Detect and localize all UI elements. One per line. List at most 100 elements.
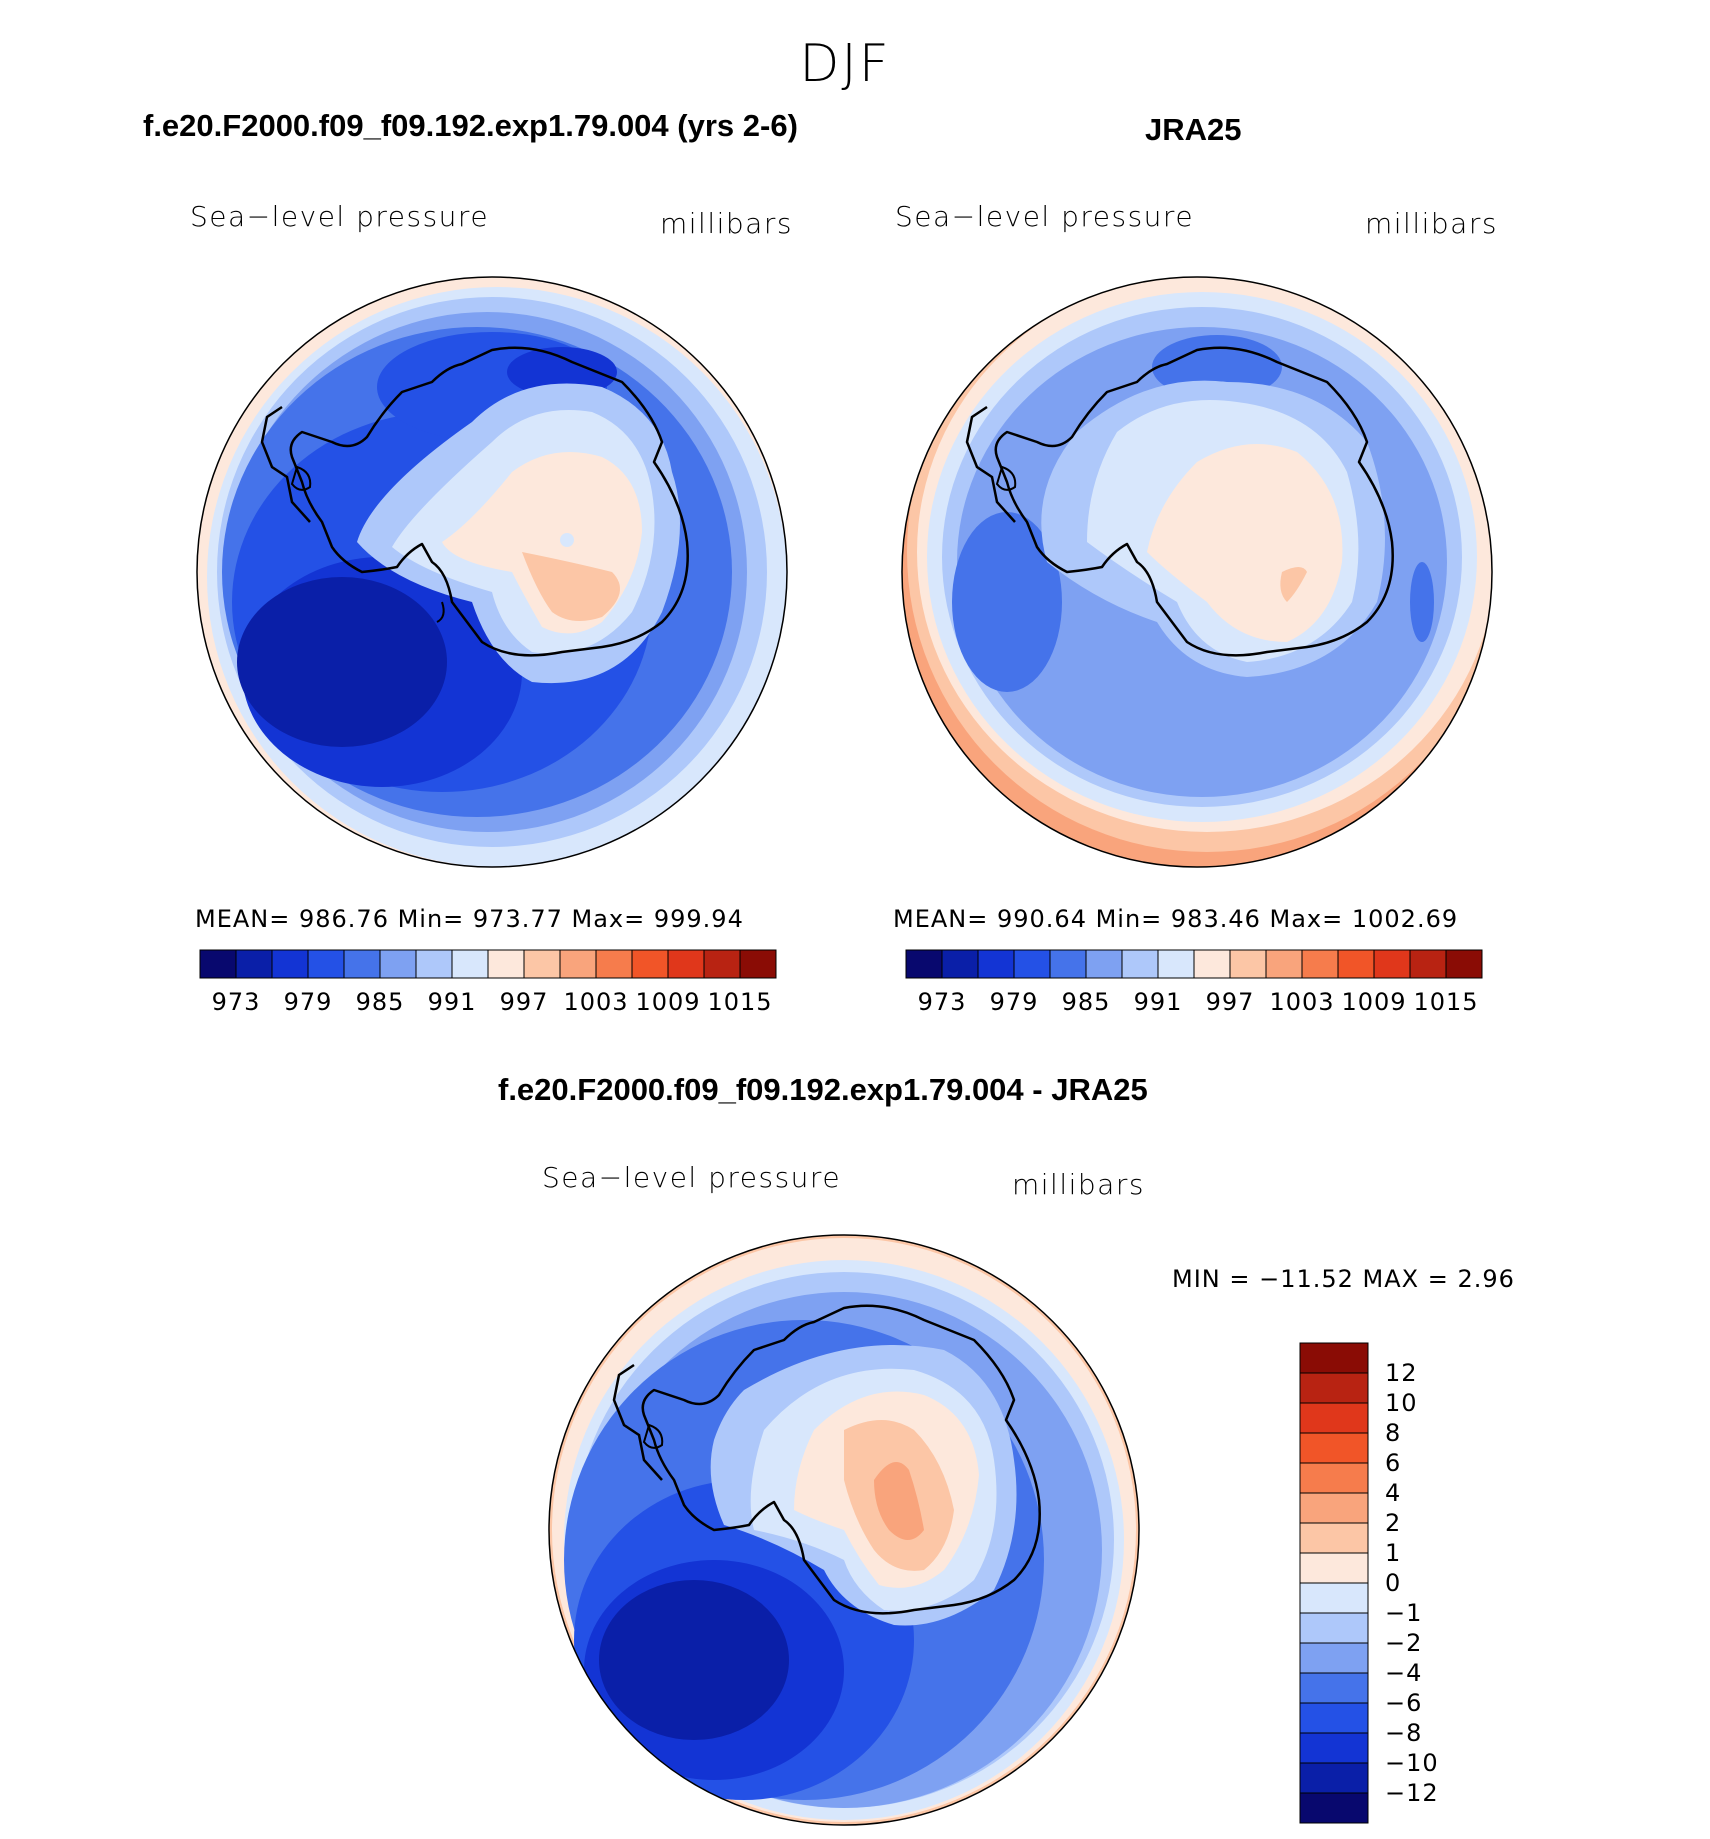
colorbar-box	[941, 949, 979, 979]
colorbar-tick-label: 4	[1385, 1479, 1402, 1507]
colorbar-box	[667, 949, 705, 979]
panel1-variable-label: Sea−level pressure	[190, 200, 490, 233]
colorbar-box	[1299, 1582, 1369, 1614]
panel1-units-label: millibars	[660, 207, 793, 240]
colorbar-box	[1301, 949, 1339, 979]
colorbar-box	[451, 949, 489, 979]
colorbar-box	[199, 949, 237, 979]
colorbar-tick-label: −1	[1385, 1599, 1423, 1627]
panel1-stats: MEAN= 986.76 Min= 973.77 Max= 999.94	[195, 905, 744, 933]
colorbar-box	[1299, 1432, 1369, 1464]
colorbar-box	[1265, 949, 1303, 979]
panel1-map	[196, 276, 788, 868]
colorbar-tick-label: −6	[1385, 1689, 1423, 1717]
panel3-ticks: 12 10 8 6 4 2 1 0 −1 −2 −4 −6 −8 −10 −12	[1385, 1343, 1465, 1823]
colorbar-box	[1299, 1672, 1369, 1704]
colorbar-tick-label: 8	[1385, 1419, 1402, 1447]
colorbar-tick-label: 973	[211, 988, 261, 1016]
colorbar-box	[1299, 1642, 1369, 1674]
panel2-variable-label: Sea−level pressure	[895, 200, 1195, 233]
colorbar-box	[379, 949, 417, 979]
colorbar-tick-label: −2	[1385, 1629, 1423, 1657]
colorbar-tick-label: 979	[283, 988, 333, 1016]
colorbar-box	[559, 949, 597, 979]
colorbar-box	[1299, 1522, 1369, 1554]
colorbar-tick-label: 1003	[1269, 988, 1335, 1016]
panel1-colorbar	[199, 949, 777, 979]
panel3-title: f.e20.F2000.f09_f09.192.exp1.79.004 - JR…	[498, 1072, 1148, 1107]
colorbar-tick-label: 973	[917, 988, 967, 1016]
colorbar-box	[1299, 1702, 1369, 1734]
panel2-units-label: millibars	[1365, 207, 1498, 240]
colorbar-tick-label: −8	[1385, 1719, 1423, 1747]
colorbar-tick-label: 985	[355, 988, 405, 1016]
panel2-colorbar	[905, 949, 1483, 979]
colorbar-tick-label: 979	[989, 988, 1039, 1016]
colorbar-box	[1193, 949, 1231, 979]
colorbar-box	[1299, 1792, 1369, 1824]
colorbar-box	[343, 949, 381, 979]
colorbar-tick-label: 2	[1385, 1509, 1402, 1537]
colorbar-box	[271, 949, 309, 979]
colorbar-box	[1085, 949, 1123, 979]
colorbar-box	[703, 949, 741, 979]
colorbar-tick-label: 6	[1385, 1449, 1402, 1477]
colorbar-box	[1299, 1612, 1369, 1644]
panel3-stats: MIN = −11.52 MAX = 2.96	[1172, 1265, 1515, 1293]
colorbar-box	[905, 949, 943, 979]
colorbar-tick-label: 1	[1385, 1539, 1402, 1567]
colorbar-box	[1299, 1732, 1369, 1764]
colorbar-tick-label: 997	[499, 988, 549, 1016]
panel3-units-label: millibars	[1012, 1168, 1145, 1201]
panel2-stats: MEAN= 990.64 Min= 983.46 Max= 1002.69	[893, 905, 1459, 933]
panel3-variable-label: Sea−level pressure	[542, 1161, 842, 1194]
colorbar-box	[1337, 949, 1375, 979]
panel2-title: JRA25	[1145, 112, 1242, 147]
colorbar-box	[1229, 949, 1267, 979]
colorbar-box	[1299, 1492, 1369, 1524]
colorbar-box	[631, 949, 669, 979]
colorbar-tick-label: −10	[1385, 1749, 1439, 1777]
colorbar-tick-label: 1009	[1341, 988, 1407, 1016]
colorbar-tick-label: 1009	[635, 988, 701, 1016]
colorbar-box	[307, 949, 345, 979]
colorbar-tick-label: −4	[1385, 1659, 1423, 1687]
colorbar-box	[739, 949, 777, 979]
colorbar-box	[415, 949, 453, 979]
colorbar-tick-label: −12	[1385, 1779, 1439, 1807]
colorbar-box	[523, 949, 561, 979]
colorbar-box	[235, 949, 273, 979]
colorbar-box	[1049, 949, 1087, 979]
panel3-colorbar	[1299, 1342, 1369, 1824]
colorbar-tick-label: 1015	[707, 988, 773, 1016]
colorbar-box	[595, 949, 633, 979]
colorbar-tick-label: 1015	[1413, 988, 1479, 1016]
colorbar-box	[1299, 1762, 1369, 1794]
colorbar-tick-label: 1003	[563, 988, 629, 1016]
colorbar-box	[1299, 1552, 1369, 1584]
panel2-map	[901, 276, 1493, 868]
colorbar-tick-label: 991	[1133, 988, 1183, 1016]
colorbar-tick-label: 985	[1061, 988, 1111, 1016]
panel3-map	[548, 1234, 1140, 1826]
colorbar-tick-label: 997	[1205, 988, 1255, 1016]
colorbar-box	[977, 949, 1015, 979]
colorbar-box	[1299, 1372, 1369, 1404]
colorbar-tick-label: 991	[427, 988, 477, 1016]
colorbar-tick-label: 10	[1385, 1389, 1418, 1417]
colorbar-box	[1157, 949, 1195, 979]
colorbar-box	[1299, 1462, 1369, 1494]
colorbar-tick-label: 12	[1385, 1359, 1418, 1387]
colorbar-box	[1013, 949, 1051, 979]
colorbar-box	[1373, 949, 1411, 979]
colorbar-box	[1121, 949, 1159, 979]
colorbar-box	[1299, 1342, 1369, 1374]
panel1-ticks: 973 979 985 991 997 1003 1009 1015	[200, 988, 776, 1018]
colorbar-box	[1299, 1402, 1369, 1434]
panel2-ticks: 973 979 985 991 997 1003 1009 1015	[906, 988, 1482, 1018]
colorbar-box	[487, 949, 525, 979]
panel1-title: f.e20.F2000.f09_f09.192.exp1.79.004 (yrs…	[143, 108, 798, 143]
colorbar-tick-label: 0	[1385, 1569, 1402, 1597]
colorbar-box	[1409, 949, 1447, 979]
figure-title: DJF	[799, 34, 891, 94]
